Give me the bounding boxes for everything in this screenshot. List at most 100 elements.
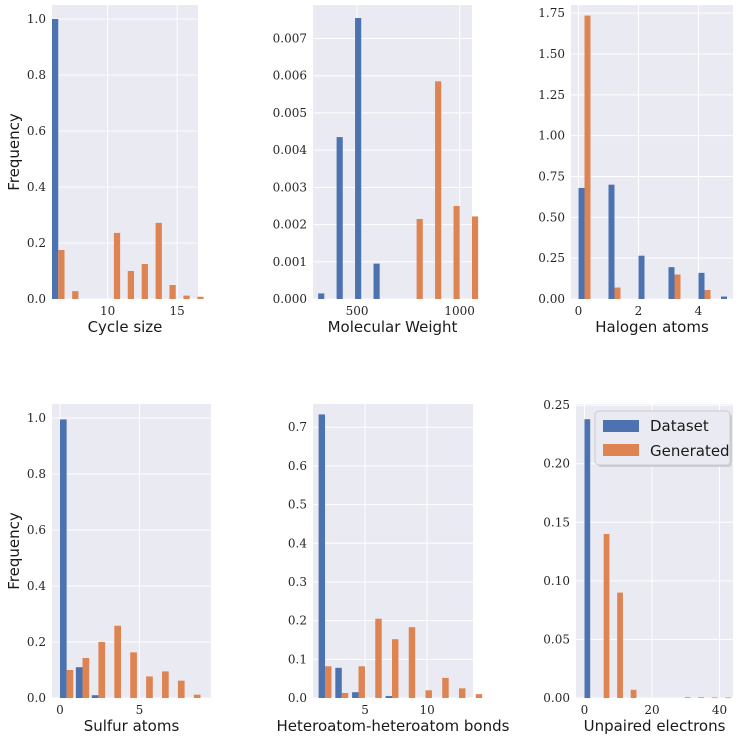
plot-area — [571, 5, 733, 299]
bar-dataset — [668, 267, 675, 299]
x-axis-label: Halogen atoms — [595, 318, 709, 336]
bar-generated — [674, 274, 681, 299]
bar-generated — [458, 688, 466, 698]
bar-generated — [155, 222, 162, 299]
legend-label-dataset: Dataset — [650, 417, 709, 435]
bar-generated — [113, 232, 121, 299]
y-tick-label: 0.006 — [273, 69, 307, 83]
y-axis-label: Frequency — [5, 113, 23, 191]
bar-generated — [425, 690, 432, 698]
y-tick-label: 0.2 — [27, 635, 46, 649]
y-tick-label: 1.25 — [538, 88, 565, 102]
bar-generated — [141, 264, 148, 299]
y-tick-label: 0.2 — [288, 614, 307, 628]
x-tick-label: 40 — [712, 703, 727, 717]
subplot-3: 0.00 0.25 0.50 0.75 1.00 1.25 1.50 1.75 0 2 4Halog… — [538, 5, 733, 336]
bar-generated — [197, 296, 204, 299]
x-tick-label: 10 — [100, 304, 115, 318]
x-tick-label: 1000 — [444, 304, 475, 318]
y-tick-label: 0.004 — [273, 143, 308, 157]
y-tick-label: 0.20 — [543, 457, 570, 471]
bar-dataset — [59, 419, 67, 698]
x-tick-label: 5 — [136, 703, 144, 717]
bar-generated — [375, 618, 382, 698]
bar-dataset — [335, 667, 342, 698]
y-tick-label: 0.000 — [273, 292, 307, 306]
bar-generated — [146, 676, 153, 698]
y-tick-label: 0.75 — [538, 170, 565, 184]
bar-generated — [453, 205, 460, 299]
bar-generated — [684, 697, 691, 698]
y-tick-label: 0.25 — [543, 398, 570, 412]
bar-generated — [130, 652, 137, 698]
bar-dataset — [578, 187, 585, 299]
plot-area — [52, 5, 198, 299]
bar-generated — [58, 250, 65, 299]
bar-dataset — [318, 414, 326, 698]
y-tick-label: 1.50 — [538, 47, 565, 61]
x-axis-label: Unpaired electrons — [584, 717, 726, 735]
bar-dataset — [638, 255, 645, 299]
bar-dataset — [318, 293, 325, 299]
bar-generated — [325, 666, 332, 698]
y-tick-label: 0.007 — [273, 31, 307, 45]
bar-generated — [408, 627, 416, 698]
y-tick-label: 0.6 — [27, 523, 46, 537]
y-tick-label: 0.3 — [288, 575, 307, 589]
x-tick-label: 5 — [361, 703, 369, 717]
y-tick-label: 0.50 — [538, 210, 565, 224]
bar-generated — [416, 218, 423, 299]
bar-generated — [698, 697, 704, 698]
bar-dataset — [355, 18, 362, 299]
y-tick-label: 0.6 — [27, 124, 46, 138]
y-tick-label: 0.001 — [273, 255, 307, 269]
y-tick-label: 1.0 — [27, 411, 46, 425]
bar-generated — [193, 694, 201, 698]
bar-dataset — [352, 692, 359, 698]
bar-generated — [435, 81, 442, 299]
y-tick-label: 0.4 — [27, 579, 46, 593]
y-tick-label: 0.0 — [27, 292, 46, 306]
x-tick-label: 0 — [581, 703, 589, 717]
bar-generated — [704, 290, 711, 299]
bar-generated — [725, 697, 731, 699]
x-tick-label: 0 — [56, 703, 64, 717]
y-tick-label: 0.05 — [543, 632, 570, 646]
y-tick-label: 0.6 — [288, 459, 307, 473]
y-tick-label: 1.00 — [538, 129, 565, 143]
bar-dataset — [52, 19, 59, 299]
x-tick-label: 0 — [575, 304, 583, 318]
bar-generated — [341, 692, 349, 698]
y-tick-label: 1.75 — [538, 6, 565, 20]
y-tick-label: 0.7 — [288, 420, 307, 434]
y-tick-label: 0.8 — [27, 467, 46, 481]
bar-generated — [162, 671, 169, 698]
bar-generated — [82, 657, 90, 698]
bar-generated — [442, 677, 449, 698]
y-tick-label: 0.1 — [288, 652, 307, 666]
bar-generated — [114, 625, 122, 698]
bar-dataset — [608, 184, 615, 299]
bar-generated — [98, 642, 106, 698]
x-tick-label: 500 — [346, 304, 369, 318]
bar-dataset — [584, 419, 591, 698]
bar-generated — [169, 285, 176, 299]
y-tick-label: 0.2 — [27, 236, 46, 250]
x-tick-label: 20 — [644, 703, 659, 717]
x-tick-label: 10 — [419, 703, 434, 717]
bar-dataset — [336, 137, 343, 299]
y-tick-label: 0.0 — [288, 691, 307, 705]
bar-generated — [584, 15, 591, 299]
bar-generated — [392, 639, 399, 698]
x-tick-label: 4 — [695, 304, 703, 318]
subplot-2: 0.000 0.001 0.002 0.003 0.004 0.005 0.006 0.007… — [273, 5, 479, 336]
y-tick-label: 1.0 — [27, 12, 46, 26]
legend-label-generated: Generated — [650, 442, 730, 460]
y-tick-label: 0.002 — [273, 218, 307, 232]
y-tick-label: 0.005 — [273, 106, 307, 120]
bar-dataset — [385, 696, 393, 698]
bar-dataset — [75, 667, 83, 698]
bar-generated — [475, 694, 483, 698]
y-tick-label: 0.00 — [538, 292, 565, 306]
